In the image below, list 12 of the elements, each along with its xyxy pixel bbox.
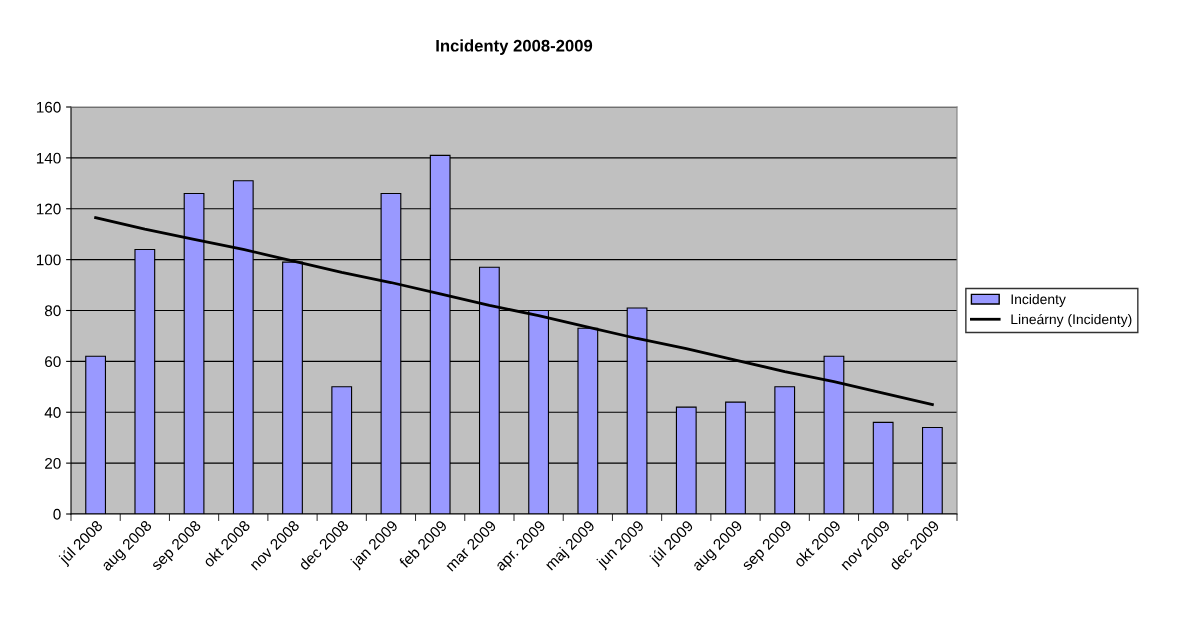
y-tick-label: 100 xyxy=(36,254,61,266)
y-tick-label: 80 xyxy=(44,305,61,317)
legend-label: Incidenty xyxy=(1011,294,1066,307)
y-tick-label: 140 xyxy=(36,152,61,164)
y-tick-label: 40 xyxy=(44,407,61,418)
y-tick-label: 120 xyxy=(36,203,61,215)
chart-title: Incidenty 2008-2009 xyxy=(436,39,593,55)
y-tick-label: 20 xyxy=(45,457,61,469)
y-tick-label: 160 xyxy=(36,101,61,113)
y-tick-label: 60 xyxy=(45,356,61,368)
y-tick-label: 0 xyxy=(53,508,61,520)
legend-label: Lineárny (Incidenty) xyxy=(1011,313,1132,327)
